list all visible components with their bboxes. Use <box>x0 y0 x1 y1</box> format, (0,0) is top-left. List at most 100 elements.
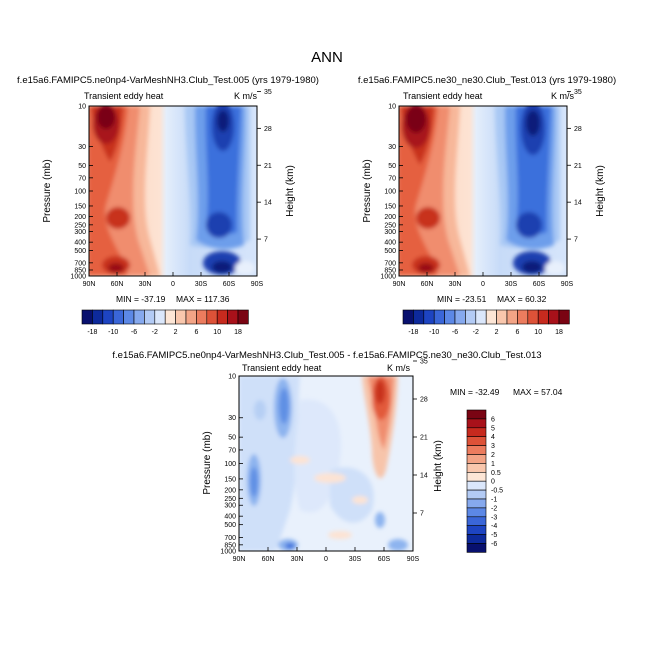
y-tick-label: 700 <box>224 535 236 542</box>
y-tick-label: 1000 <box>220 549 236 556</box>
colorbar-box <box>402 309 414 325</box>
panel-1-subtitle-right: K m/s <box>234 91 258 101</box>
y-right-tick-label: 7 <box>420 510 424 517</box>
panel-1-min-label: MIN = -37.19 <box>116 294 166 304</box>
colorbar-box <box>413 309 425 325</box>
colorbar-box <box>133 309 145 325</box>
y-tick-label: 10 <box>78 104 86 111</box>
y-tick-label: 30 <box>228 415 236 422</box>
y-right-tick-label: 7 <box>574 237 578 244</box>
panel-3-colorbar: 6 5 4 3 2 1 0.5 0 -0.5 -1-2 -3 -4 -5 -6 <box>466 409 503 553</box>
panel-3-contour-field <box>239 376 413 551</box>
colorbar-label: 2 <box>491 452 495 459</box>
x-tick-label: 90S <box>407 556 420 563</box>
panel-1-subtitle-left: Transient eddy heat <box>84 91 164 101</box>
y-tick-label: 10 <box>228 374 236 381</box>
colorbar-box <box>466 534 487 544</box>
colorbar-box <box>466 480 487 491</box>
colorbar-box <box>506 309 518 325</box>
colorbar-label: -1 <box>491 497 497 504</box>
y-right-tick-label: 28 <box>574 126 582 133</box>
x-tick-label: 60S <box>378 556 391 563</box>
x-tick-label: 30S <box>505 281 518 288</box>
colorbar-label: -18 <box>408 329 418 336</box>
panel-3-subtitle-left: Transient eddy heat <box>242 363 322 373</box>
colorbar-box <box>433 309 445 325</box>
panel-3-ylabel: Pressure (mb) <box>202 431 213 494</box>
panel-1-ylabel: Pressure (mb) <box>42 159 53 222</box>
y-tick-label: 70 <box>388 175 396 182</box>
y-tick-label: 50 <box>228 435 236 442</box>
y-tick-label: 50 <box>78 163 86 170</box>
panel-1-title: f.e15a6.FAMIPC5.ne0np4-VarMeshNH3.Club_T… <box>17 75 319 86</box>
y-tick-label: 250 <box>384 222 396 229</box>
y-tick-label: 100 <box>74 189 86 196</box>
colorbar-label: -2 <box>491 505 497 512</box>
y-tick-label: 850 <box>74 268 86 275</box>
y-tick-label: 150 <box>74 203 86 210</box>
colorbar-box <box>444 309 456 325</box>
y-tick-label: 150 <box>224 476 236 483</box>
x-tick-label: 0 <box>324 556 328 563</box>
y-tick-label: 70 <box>78 175 86 182</box>
y-tick-label: 10 <box>388 104 396 111</box>
panel-3-y-ticks-right: 35 28 21 14 7 <box>413 358 428 517</box>
y-right-tick-label: 21 <box>574 163 582 170</box>
colorbar-label: 10 <box>534 329 542 336</box>
colorbar-label: -2 <box>152 329 158 336</box>
colorbar-box <box>465 309 477 325</box>
y-tick-label: 200 <box>384 214 396 221</box>
x-tick-label: 60S <box>533 281 546 288</box>
y-tick-label: 300 <box>384 229 396 236</box>
colorbar-box <box>144 309 156 325</box>
colorbar-label: -2 <box>473 329 479 336</box>
colorbar-box <box>196 309 208 325</box>
colorbar-box <box>454 309 466 325</box>
colorbar-label: -10 <box>429 329 439 336</box>
y-tick-label: 1000 <box>380 274 396 281</box>
colorbar-box <box>466 418 487 429</box>
figure-title: ANN <box>311 49 343 66</box>
colorbar-box <box>466 445 487 455</box>
y-tick-label: 200 <box>224 487 236 494</box>
panel-2-y-ticks-right: 35 28 21 14 7 <box>567 89 582 244</box>
colorbar-label: 2 <box>495 329 499 336</box>
colorbar-box <box>466 427 487 437</box>
panel-2-ylabel-right: Height (km) <box>595 165 606 217</box>
panel-3-min-label: MIN = -32.49 <box>450 387 500 397</box>
panel-1-ylabel-right: Height (km) <box>285 165 296 217</box>
panel-1-max-label: MAX = 117.36 <box>176 294 230 304</box>
panel-2-subtitle-right: K m/s <box>551 91 575 101</box>
y-right-tick-label: 21 <box>420 434 428 441</box>
colorbar-box <box>154 309 166 325</box>
y-right-tick-label: 14 <box>574 200 582 207</box>
colorbar-label: 0 <box>491 479 495 486</box>
y-tick-label: 700 <box>384 260 396 267</box>
y-right-tick-label: 7 <box>264 237 268 244</box>
colorbar-label: 6 <box>515 329 519 336</box>
x-tick-label: 60N <box>111 281 124 288</box>
colorbar-label: -6 <box>131 329 137 336</box>
panel-1: f.e15a6.FAMIPC5.ne0np4-VarMeshNH3.Club_T… <box>17 75 319 336</box>
panel-3-max-label: MAX = 57.04 <box>513 387 563 397</box>
y-tick-label: 300 <box>224 503 236 510</box>
y-right-tick-label: 35 <box>420 358 428 365</box>
colorbar-box <box>558 309 570 325</box>
x-tick-label: 90N <box>393 281 406 288</box>
colorbar-label: 5 <box>491 425 495 432</box>
colorbar-label: 1 <box>491 461 495 468</box>
colorbar-box <box>466 543 487 553</box>
panel-2-x-ticks: 90N 60N 30N 0 30S 60S 90S <box>393 272 574 288</box>
colorbar-label: 0.5 <box>491 470 501 477</box>
colorbar-label: -10 <box>108 329 118 336</box>
colorbar-box <box>466 489 487 500</box>
colorbar-box <box>423 309 435 325</box>
y-tick-label: 400 <box>74 240 86 247</box>
y-tick-label: 100 <box>384 189 396 196</box>
colorbar-label: -4 <box>491 523 497 530</box>
colorbar-box <box>466 507 487 518</box>
y-tick-label: 50 <box>388 163 396 170</box>
